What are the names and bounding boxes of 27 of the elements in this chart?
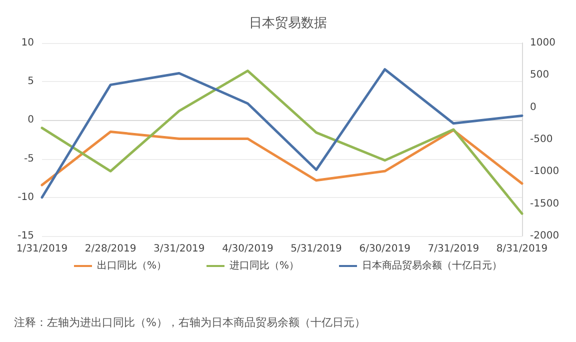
y-tick-label: -5 [24,153,34,164]
x-tick-label: 4/30/2019 [222,244,274,254]
y-tick-label: 0 [28,114,34,126]
y-tick-label: -15 [18,230,34,242]
x-tick-label: 5/31/2019 [290,244,342,254]
y-tick-label: -10 [18,192,34,203]
y2-tick-label: -1500 [530,198,560,210]
chart-title: 日本贸易数据 [249,16,327,31]
y2-tick-label: 500 [530,70,550,81]
y2-tick-label: -2000 [530,230,560,242]
x-tick-label: 8/31/2019 [496,244,548,254]
legend-label: 进口同比（%） [230,260,300,272]
x-tick-label: 7/31/2019 [428,244,480,254]
text: 注释：左轴为进出口同比（%），右轴为日本商品贸易余额（十亿日元） [14,316,366,329]
y2-tick-label: -500 [530,134,553,145]
y2-tick-label: 0 [530,102,536,113]
x-tick-label: 3/31/2019 [154,244,205,254]
line-series [40,128,524,186]
legend-label: 日本商品贸易余额（十亿日元） [362,260,502,272]
y2-tick-label: -1000 [530,166,560,178]
x-tick-label: 6/30/2019 [359,244,410,254]
y2-tick-label: 1000 [530,38,556,48]
y-tick-label: 10 [21,38,34,48]
x-tick-label: 1/31/2019 [16,244,68,254]
x-tick-label: 2/28/2019 [84,244,136,254]
y-tick-label: 5 [28,76,34,88]
legend-label: 出口同比（%） [97,260,167,272]
